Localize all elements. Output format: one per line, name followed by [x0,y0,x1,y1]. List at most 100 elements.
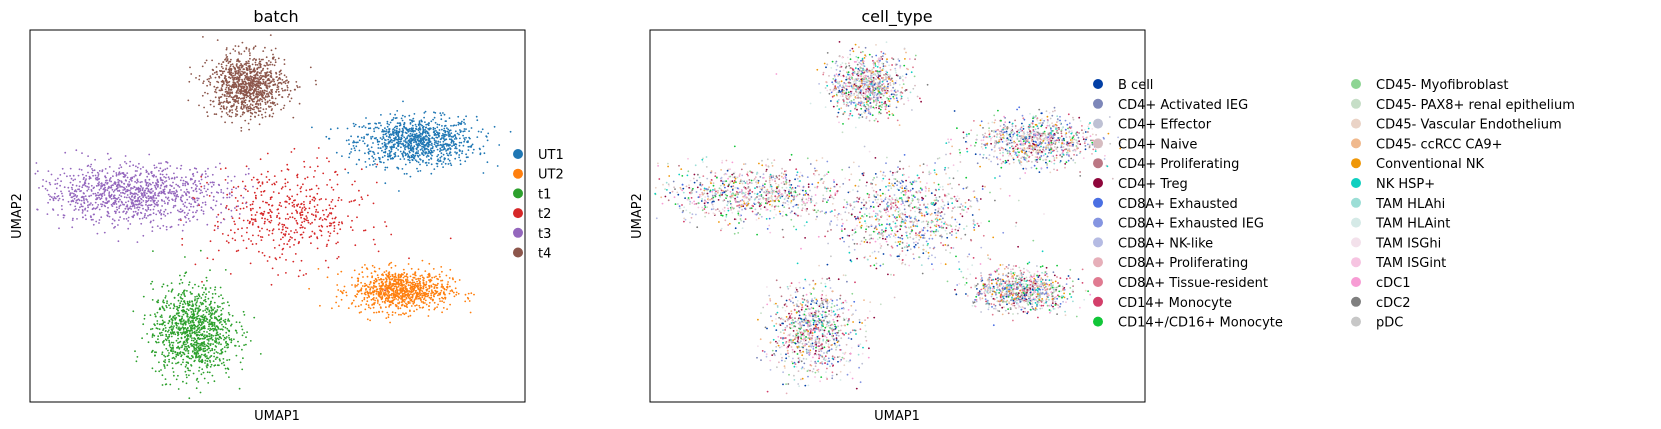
point [108,194,111,197]
point [54,183,57,186]
point [107,200,109,203]
point [154,370,157,373]
point [164,359,167,361]
point [242,310,245,313]
point [398,128,401,131]
point [394,143,396,146]
point [200,343,203,346]
point [329,222,331,225]
point [293,231,296,234]
point [226,346,229,349]
point [331,217,334,220]
point [187,212,190,215]
point [134,180,137,183]
point [407,315,410,318]
point [200,348,203,351]
point [162,341,164,344]
point [168,333,171,336]
point [417,295,419,298]
point [157,299,160,302]
point [183,347,186,350]
point [366,290,369,293]
point [218,96,220,99]
point [115,173,118,176]
point [38,187,40,189]
point [171,331,174,333]
point [447,148,449,151]
point [189,168,191,171]
point [266,152,269,155]
point [292,116,295,119]
point [69,203,72,206]
point [208,371,211,374]
point [424,299,427,302]
point [446,127,448,129]
point [182,224,185,226]
point [390,294,393,296]
point [363,298,366,301]
point [149,314,152,316]
point [214,328,217,331]
point [166,212,169,215]
point [220,352,223,355]
point [50,173,53,176]
point [228,376,230,378]
point [337,241,339,244]
point [150,328,152,331]
point [394,117,397,120]
point [440,163,443,165]
point [427,150,430,153]
point [428,158,430,161]
point [140,201,143,204]
point [195,356,197,359]
point [211,296,214,299]
point [423,148,426,150]
point [276,86,279,89]
point [299,226,302,229]
point [270,216,272,219]
point [225,86,228,89]
point [213,325,216,327]
series-t1 [132,249,262,400]
point [334,217,336,220]
point [448,292,451,295]
point [348,201,351,203]
point [299,190,302,193]
point [160,331,163,334]
point [190,308,193,310]
point [318,218,321,221]
point [146,175,149,178]
point [59,174,62,176]
point [245,165,248,168]
point [378,140,381,143]
point [303,209,306,211]
point [201,322,203,325]
point [273,247,276,249]
point [284,82,287,85]
point [204,91,206,94]
point [129,183,131,186]
point [98,178,101,180]
point [409,119,411,121]
point [114,183,117,186]
point [412,156,415,159]
point [398,130,401,133]
point [402,100,404,103]
point [319,217,322,219]
point [152,288,155,290]
point [196,218,199,221]
point [148,204,150,207]
point [455,137,458,140]
point [164,181,166,183]
point [128,181,131,183]
point [201,359,204,362]
point [171,288,174,291]
point [169,191,171,194]
point [375,293,378,295]
point [368,306,370,309]
point [261,116,264,119]
point [222,192,225,194]
point [159,332,161,334]
point [184,272,187,275]
point [441,296,443,299]
